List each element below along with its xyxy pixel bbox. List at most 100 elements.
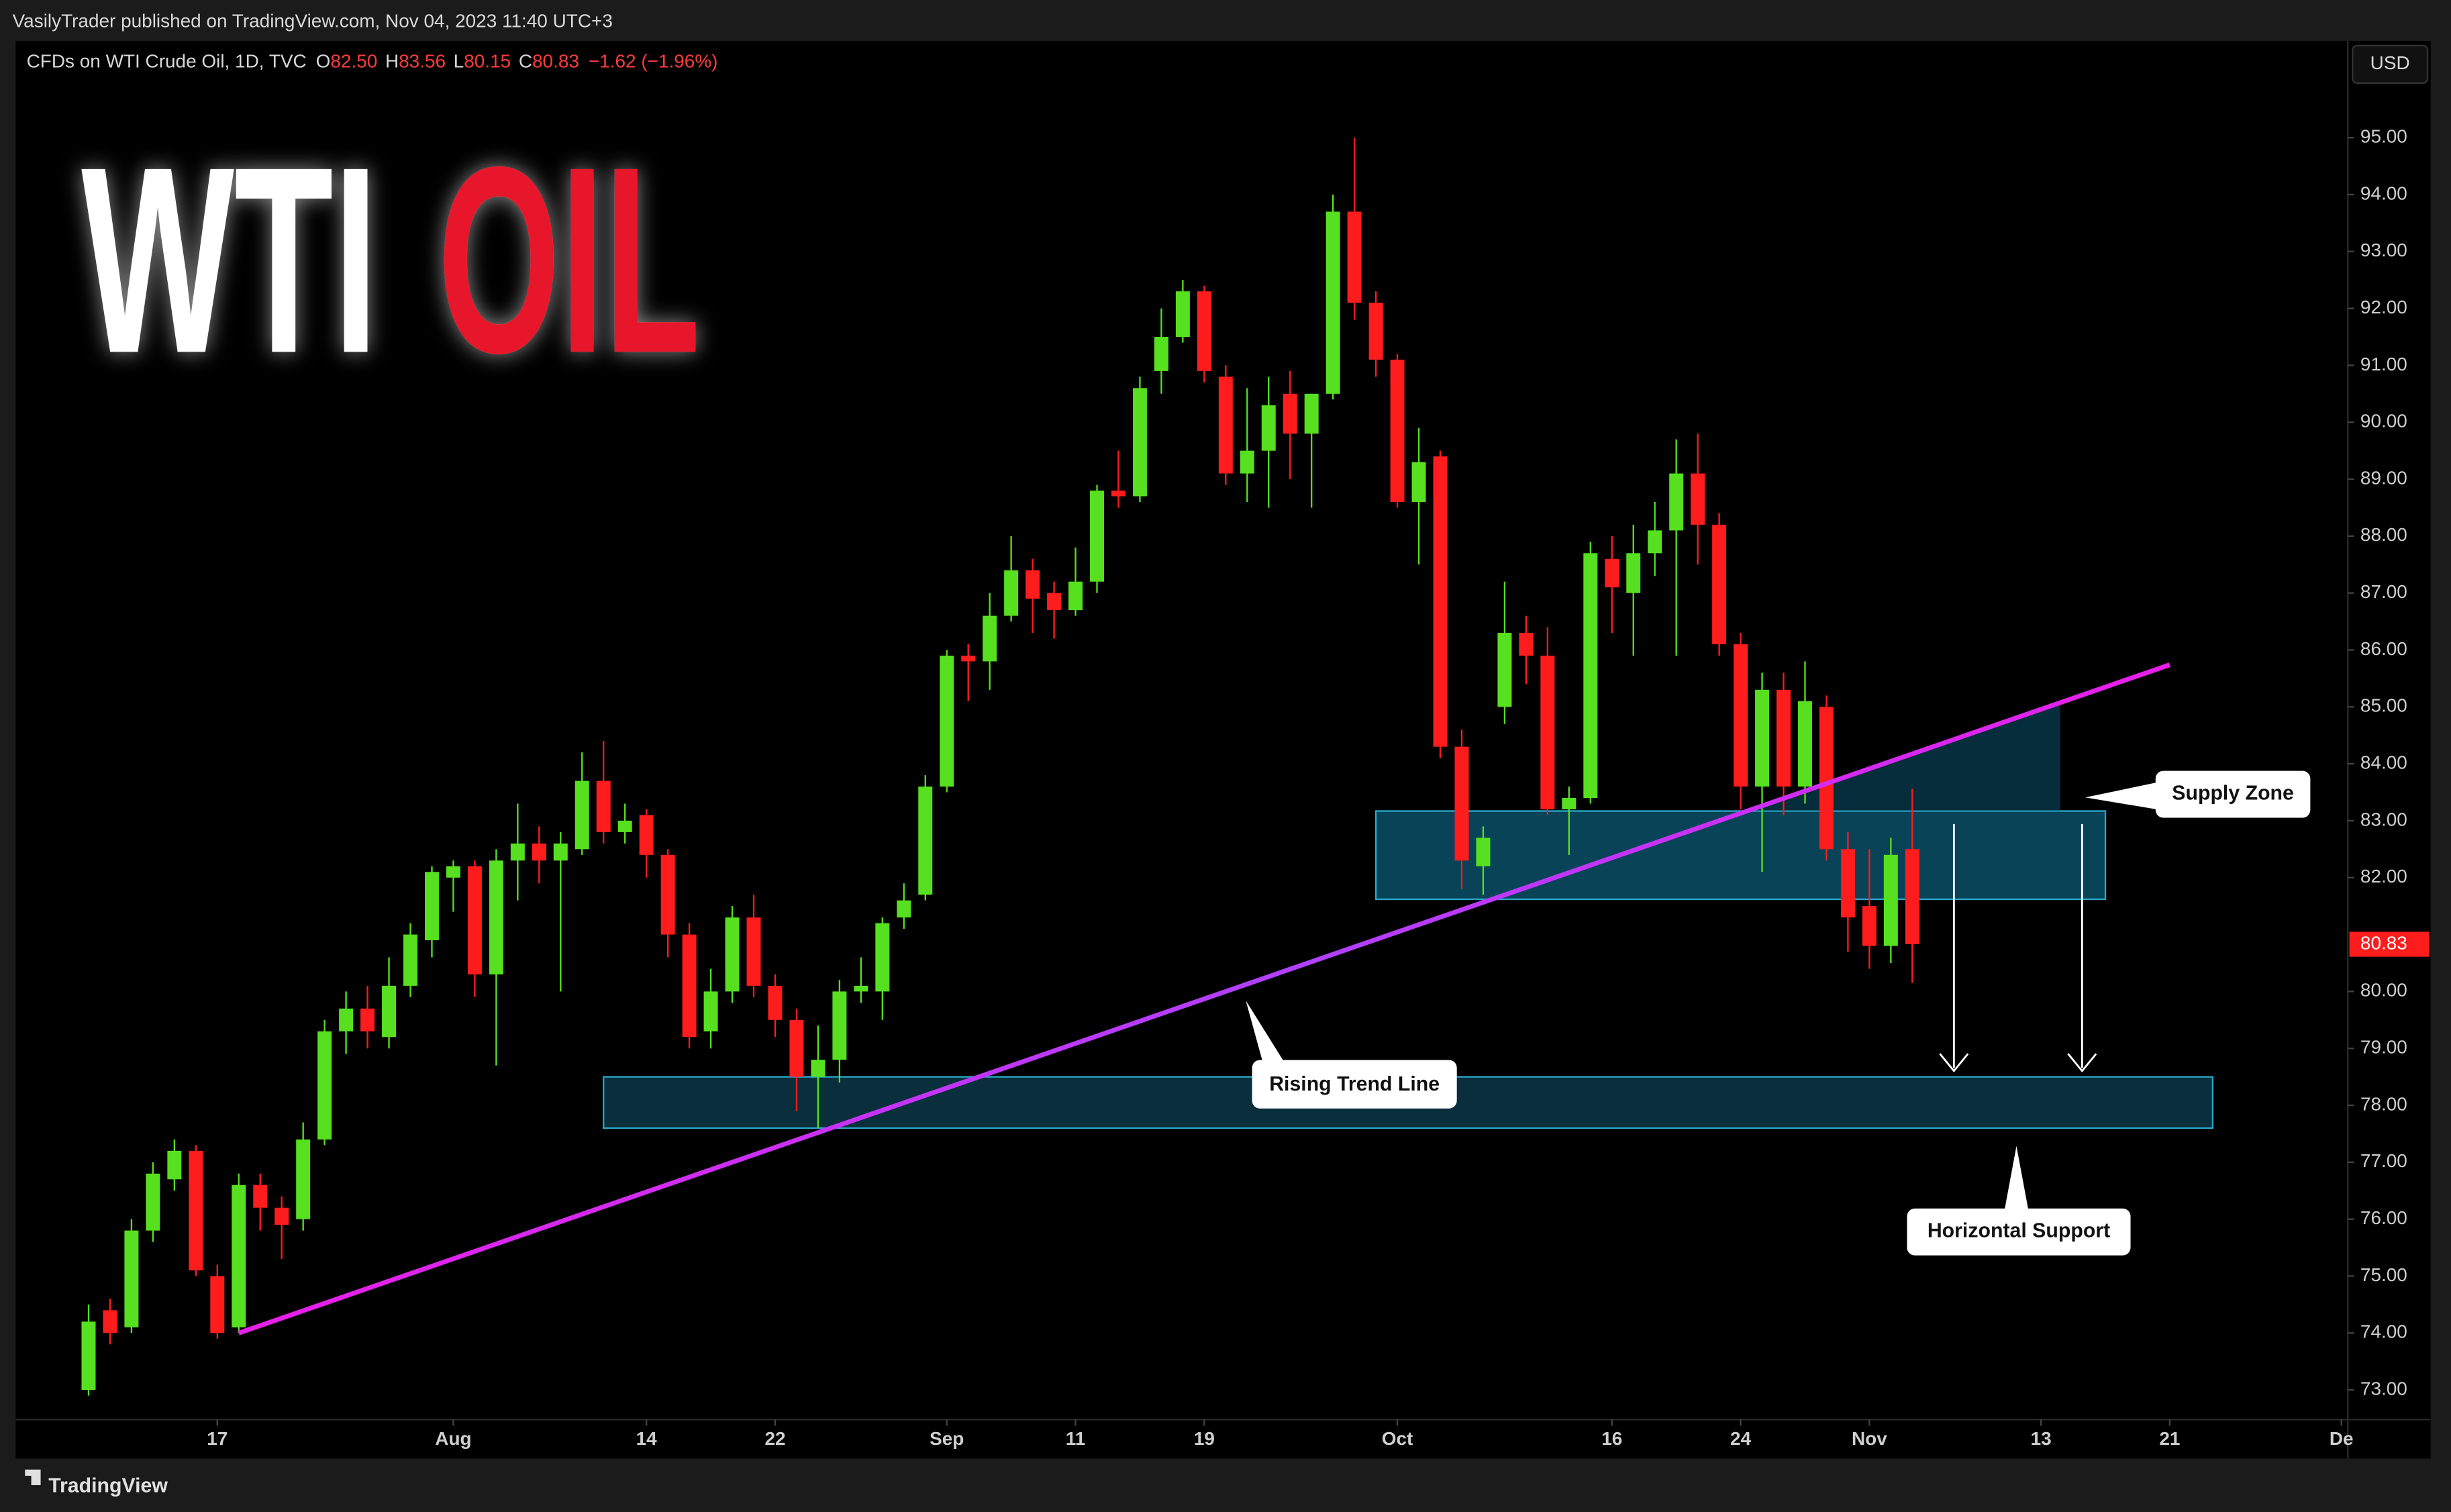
y-tick-label: 89.00	[2360, 467, 2407, 488]
callout-pointer	[2085, 781, 2160, 810]
x-tick-label: Sep	[930, 1428, 964, 1449]
candle-body	[1797, 701, 1812, 787]
candle-body	[682, 934, 697, 1038]
y-tick-label: 84.00	[2360, 752, 2407, 772]
candle-body	[1132, 388, 1147, 497]
candle-body	[1411, 462, 1426, 502]
candle-body	[553, 843, 568, 861]
y-tick-label: 78.00	[2360, 1093, 2407, 1114]
y-tick-label: 83.00	[2360, 809, 2407, 829]
candle-body	[103, 1310, 117, 1333]
y-tick-label: 77.00	[2360, 1150, 2407, 1171]
candle-body	[832, 991, 847, 1060]
ohlc-value: 82.50	[330, 51, 377, 72]
candle-body	[1261, 405, 1276, 451]
currency: USD	[2370, 52, 2410, 73]
candle-body	[167, 1150, 182, 1180]
y-tick-label: 79.00	[2360, 1037, 2407, 1058]
candle-body	[1175, 291, 1190, 337]
candle-body	[1368, 303, 1383, 360]
candle-body	[1090, 490, 1104, 582]
annotations: Supply Zone Rising Trend Line Horizontal…	[1246, 770, 2311, 1256]
candle-body	[339, 1008, 354, 1031]
x-tick-label: Oct	[1382, 1428, 1413, 1449]
candle-body	[124, 1230, 139, 1327]
candle-body	[1218, 376, 1233, 474]
callout-box	[1252, 1060, 1457, 1109]
y-tick-label: 87.00	[2360, 581, 2407, 602]
candle-body	[983, 615, 997, 662]
candle-body	[918, 787, 933, 895]
ohlc-value: 80.15	[464, 51, 511, 72]
candle-body	[574, 780, 589, 850]
candle-body	[854, 985, 868, 992]
overlay-title: OIL	[438, 111, 700, 408]
x-tick-label: 16	[1601, 1428, 1622, 1449]
y-tick-label: 85.00	[2360, 695, 2407, 716]
candle-body	[1154, 336, 1168, 371]
callout-text: Rising Trend Line	[1269, 1073, 1440, 1095]
last-price-box	[2349, 931, 2430, 957]
callout-pointer	[2003, 1146, 2030, 1213]
x-tick-label: 22	[764, 1428, 785, 1449]
candle-body	[532, 843, 546, 861]
candle-body	[1712, 524, 1727, 644]
candle-body	[1004, 570, 1019, 616]
callout-box	[1907, 1208, 2131, 1256]
candle-body	[1026, 570, 1040, 599]
y-tick-label: 95.00	[2360, 126, 2407, 147]
candle-body	[1519, 633, 1534, 656]
candle-body	[1648, 530, 1662, 554]
x-tick-label: Aug	[435, 1428, 471, 1449]
x-tick-label: Nov	[1852, 1428, 1887, 1449]
callout-text: Supply Zone	[2172, 783, 2294, 805]
symbol: CFDs on WTI Crude Oil, 1D, TVC	[27, 51, 307, 72]
y-tick-label: 94.00	[2360, 183, 2407, 203]
candle-body	[1476, 838, 1491, 866]
candle-body	[146, 1173, 160, 1231]
candle-body	[1905, 849, 1919, 944]
arrow-head	[1939, 1053, 1969, 1073]
candle-body	[1068, 581, 1083, 611]
y-tick-label: 82.00	[2360, 866, 2407, 887]
candle-body	[1583, 553, 1598, 799]
candle-body	[1819, 707, 1834, 850]
y-tick-label: 92.00	[2360, 297, 2407, 317]
candle-body	[253, 1185, 268, 1208]
y-tick-label: 76.00	[2360, 1207, 2407, 1228]
candle-body	[403, 934, 417, 986]
candle-body	[382, 985, 397, 1038]
candle-body	[1862, 906, 1877, 946]
trend-line	[238, 662, 2171, 1335]
candle-body	[1325, 211, 1340, 394]
candle-body	[1111, 490, 1126, 497]
candle-body	[189, 1150, 203, 1270]
ohlc-key: H	[385, 51, 399, 72]
logo	[15, 1469, 41, 1486]
candle-body	[317, 1031, 332, 1140]
y-tick-label: 74.00	[2360, 1321, 2407, 1342]
zone	[1374, 810, 2107, 901]
ohlc-value: 80.83	[532, 51, 579, 72]
y-tick-label: 86.00	[2360, 638, 2407, 659]
footer-brand: TradingView	[48, 1474, 168, 1497]
callout-box	[2155, 770, 2311, 818]
candle-body	[703, 991, 718, 1031]
candle-body	[1304, 393, 1319, 434]
candle-body	[1240, 450, 1254, 474]
candle-body	[1883, 854, 1898, 946]
candle-body	[210, 1276, 225, 1333]
candle-body	[1347, 211, 1362, 303]
currency-box[interactable]	[2352, 44, 2429, 84]
candle-body	[1197, 291, 1211, 371]
ohlc-key: O	[316, 51, 331, 72]
candle-body	[725, 917, 740, 992]
candle-body	[232, 1185, 246, 1327]
candle-body	[660, 854, 675, 935]
candle-body	[1669, 473, 1684, 531]
symbol-legend: CFDs on WTI Crude Oil, 1D, TVC O82.50 H83.…	[27, 51, 718, 72]
ohlc-key: L	[454, 51, 464, 72]
y-tick-label: 91.00	[2360, 354, 2407, 374]
candle-body	[1734, 644, 1748, 787]
candle-body	[768, 985, 783, 1020]
